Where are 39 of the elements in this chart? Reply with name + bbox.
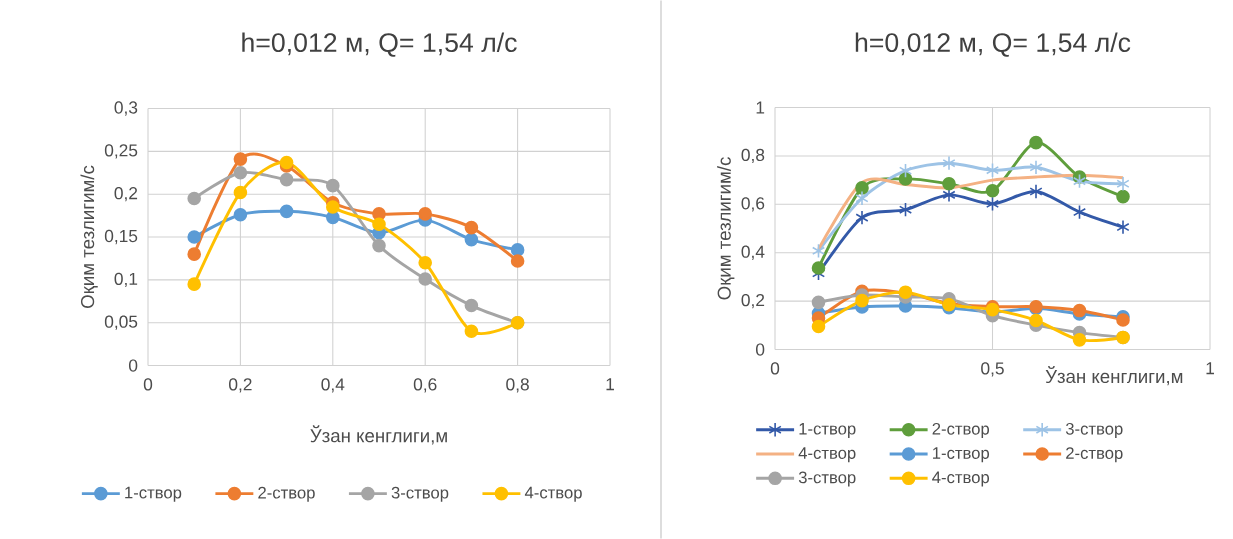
legend-label: 2-створ — [932, 422, 990, 438]
y-tick-label: 0,2 — [114, 187, 138, 202]
y-tick-label: 1 — [756, 101, 765, 114]
y-tick-label: 0,8 — [741, 148, 765, 164]
legend-label: 4-створ — [932, 471, 990, 487]
y-tick-label: 0,4 — [741, 245, 765, 260]
y-tick-label: 0,6 — [741, 197, 765, 212]
y-tick-label: 0,05 — [104, 315, 138, 330]
legend-label: 1-створ — [125, 486, 182, 502]
chart-title: h=0,012 м, Q= 1,54 л/с — [855, 32, 1131, 57]
legend-label: 3-створ — [1065, 422, 1123, 438]
legend-label: 3-створ — [798, 471, 856, 487]
x-tick-label: 0 — [770, 362, 780, 375]
y-tick-label: 0,25 — [104, 144, 138, 159]
legend-label: 3-створ — [391, 486, 449, 502]
x-axis-title: Ўзан кенглиги,м — [1045, 366, 1183, 386]
y-tick-label: 0,3 — [114, 101, 138, 116]
y-tick-label: 0,1 — [114, 272, 138, 287]
x-axis-title: Ўзан кенглиги,м — [310, 425, 447, 445]
x-tick-label: 0,2 — [229, 378, 252, 393]
x-tick-label: 1 — [1206, 362, 1214, 375]
x-tick-label: 0,6 — [413, 378, 437, 393]
x-tick-label: 0,5 — [981, 362, 1004, 377]
x-tick-label: 1 — [606, 378, 614, 391]
legend-label: 1-створ — [933, 447, 990, 463]
y-tick-label: 0 — [755, 343, 765, 356]
chart-title: h=0,012 м, Q= 1,54 л/с — [242, 32, 517, 57]
x-tick-label: 0 — [143, 378, 153, 391]
legend-label: 2-створ — [1066, 447, 1123, 463]
legend-label: 4-створ — [524, 486, 582, 502]
legend-label: 2-створ — [258, 486, 315, 502]
y-tick-label: 0,2 — [741, 293, 765, 309]
y-tick-label: 0,15 — [104, 229, 138, 245]
y-axis-title: Оқим тезлигим/с — [717, 157, 735, 300]
legend-label: 4-створ — [798, 447, 856, 463]
legend-label: 1-створ — [799, 422, 856, 438]
x-tick-label: 0,4 — [321, 378, 345, 393]
y-axis-title: Оқим тезлигим/с — [80, 165, 98, 308]
x-tick-label: 0,8 — [506, 378, 529, 393]
